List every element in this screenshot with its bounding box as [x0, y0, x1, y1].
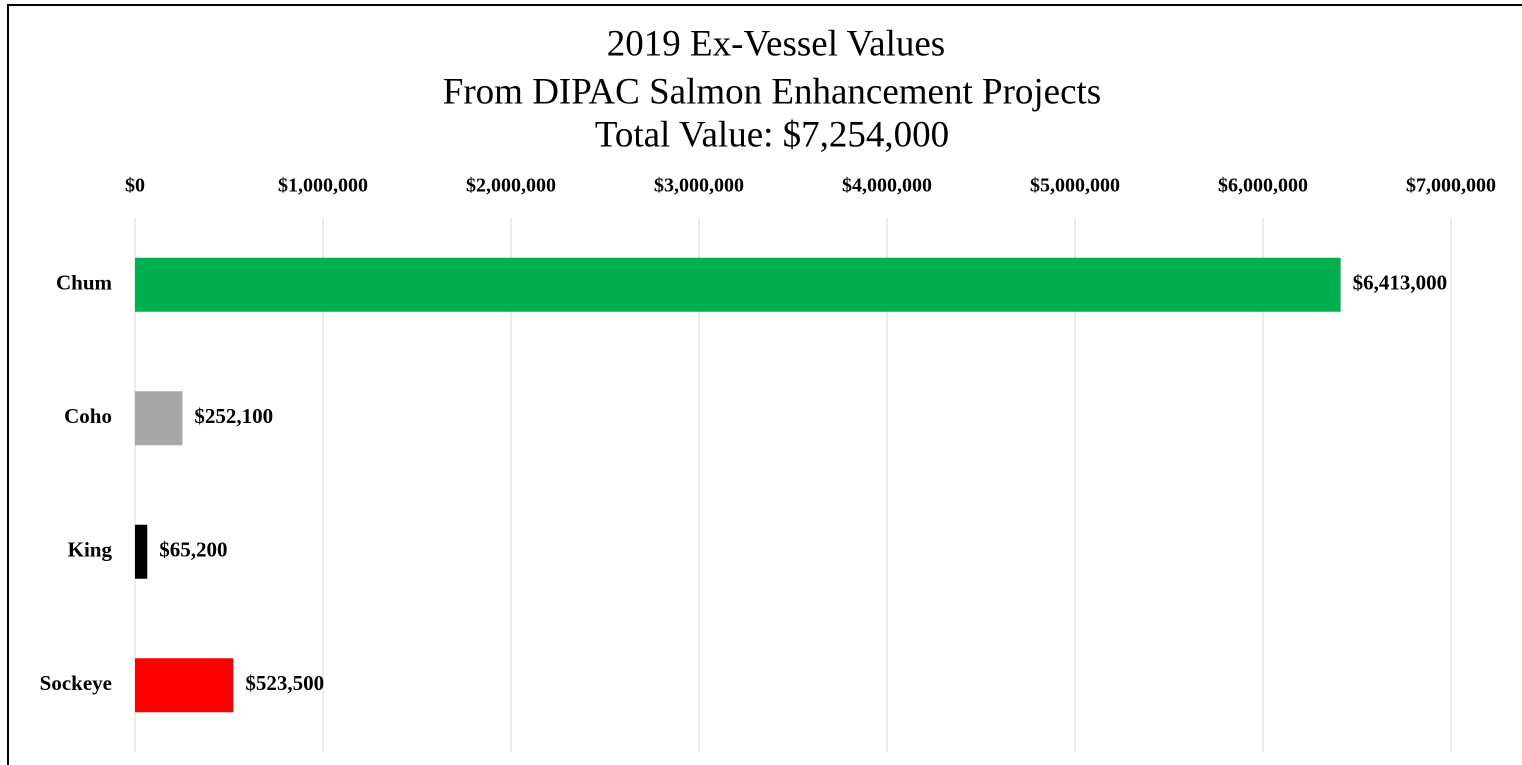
y-tick-label: Sockeye	[40, 671, 112, 695]
x-tick-label: $6,000,000	[1218, 175, 1308, 197]
chart-border	[7, 4, 1522, 765]
x-tick-label: $4,000,000	[842, 175, 932, 197]
value-label: $65,200	[159, 538, 227, 562]
chart-subtitle: From DIPAC Salmon Enhancement Projects	[443, 71, 1101, 112]
x-tick-label: $1,000,000	[278, 175, 368, 197]
y-tick-label: King	[68, 538, 113, 562]
value-label: $6,413,000	[1353, 271, 1448, 295]
chart-title: 2019 Ex-Vessel Values	[607, 23, 945, 64]
x-tick-label: $3,000,000	[654, 175, 744, 197]
bar	[135, 257, 1341, 312]
bar	[135, 658, 234, 713]
x-tick-label: $5,000,000	[1030, 175, 1120, 197]
y-tick-label: Chum	[56, 271, 113, 295]
x-tick-label: $0	[125, 175, 145, 197]
y-tick-label: Coho	[64, 404, 112, 428]
value-label: $252,100	[194, 404, 273, 428]
x-tick-label: $2,000,000	[466, 175, 556, 197]
bar	[135, 391, 183, 446]
bar	[135, 524, 148, 579]
chart-subtitle: Total Value: $7,254,000	[595, 114, 949, 155]
x-tick-label: $7,000,000	[1406, 175, 1496, 197]
value-label: $523,500	[245, 671, 324, 695]
